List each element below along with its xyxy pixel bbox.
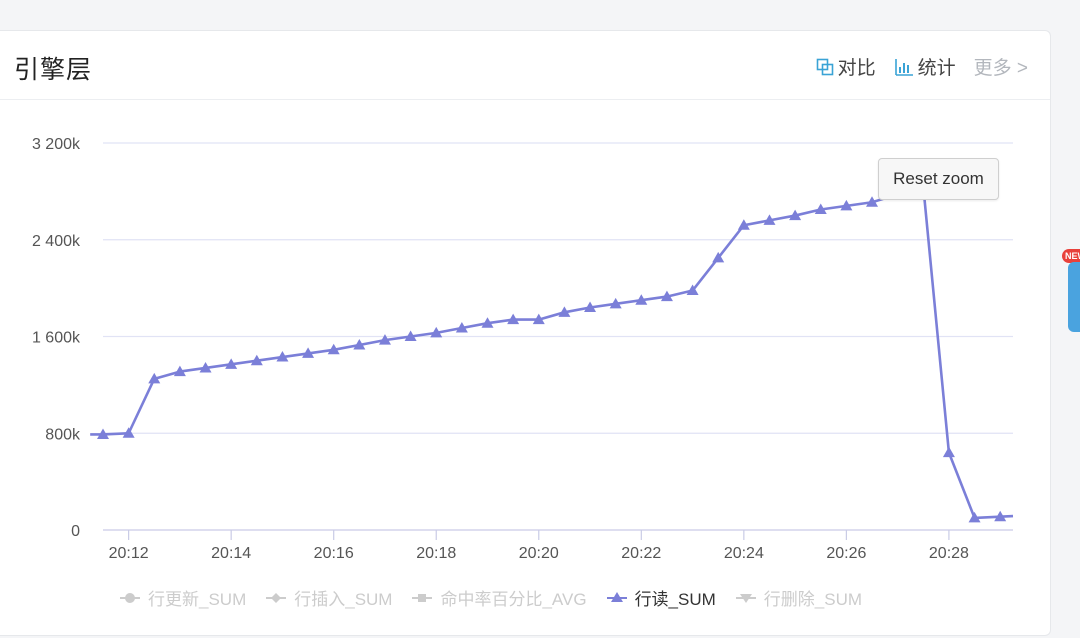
compare-button[interactable]: 对比 (816, 53, 876, 80)
legend-item[interactable]: 行删除_SUM (735, 585, 863, 610)
legend-marker-icon (120, 592, 140, 603)
data-point (455, 322, 468, 333)
data-point (635, 294, 648, 305)
legend-label: 行更新_SUM (148, 590, 247, 609)
panel-header: 引擎层 对比 统计 更多 > (0, 31, 1050, 100)
data-point (148, 372, 161, 384)
x-tick-label: 20:16 (314, 545, 354, 562)
more-button[interactable]: 更多 > (974, 53, 1028, 80)
legend-label: 行插入_SUM (294, 590, 393, 609)
legend-marker-icon (735, 593, 756, 603)
legend-item[interactable]: 命中率百分比_AVG (412, 585, 587, 610)
panel-toolbar: 对比 统计 更多 > (798, 53, 1028, 80)
legend-label: 行删除_SUM (763, 590, 863, 609)
grid-lines (103, 142, 1013, 434)
legend-item[interactable]: 行读_SUM (606, 585, 716, 610)
legend-label: 行读_SUM (634, 590, 716, 609)
data-point (712, 251, 725, 263)
data-point (942, 446, 955, 458)
data-point (122, 427, 135, 438)
data-point (97, 428, 109, 439)
x-tick-label: 20:12 (109, 545, 149, 562)
y-tick-label: 1 600k (32, 330, 81, 347)
data-point (353, 338, 366, 350)
data-point (507, 313, 520, 325)
data-point (558, 306, 571, 317)
legend-item[interactable]: 行更新_SUM (120, 585, 246, 610)
data-point (584, 301, 597, 312)
panel-title: 引擎层 (14, 56, 93, 84)
x-tick-label: 20:26 (826, 545, 866, 562)
data-point (609, 297, 622, 309)
data-point (430, 326, 443, 338)
bar-chart-icon (894, 58, 913, 76)
chart-legend: 行更新_SUM 行插入_SUM 命中率百分比_AVG 行读_SUM 行删除_SUM (120, 585, 882, 610)
reset-zoom-button[interactable]: Reset zoom (878, 158, 999, 200)
data-point (532, 313, 545, 325)
axes: 0 800k 1 600k 2 400k 3 200k 20:12 20:14 20:16 20… (32, 136, 1013, 562)
legend-marker-icon (266, 592, 287, 603)
data-point (660, 290, 673, 302)
data-point (840, 199, 853, 211)
data-point (302, 347, 315, 358)
stats-label: 统计 (917, 58, 956, 79)
data-point (276, 351, 289, 362)
legend-marker-icon (606, 591, 627, 602)
data-point (789, 209, 802, 221)
data-point (404, 330, 417, 341)
legend-marker-icon (412, 593, 433, 602)
data-point (866, 196, 879, 207)
data-point (686, 284, 699, 296)
x-tick-label: 20:28 (929, 545, 969, 562)
data-point (327, 343, 340, 355)
data-point (968, 511, 981, 523)
y-tick-label: 0 (71, 523, 80, 540)
data-point (250, 354, 263, 366)
data-point (481, 317, 494, 328)
data-point (378, 334, 391, 345)
data-point (225, 358, 238, 369)
series-line (90, 185, 1014, 520)
x-tick-label: 20:20 (519, 545, 559, 562)
x-tick-label: 20:24 (724, 545, 764, 562)
data-point (737, 219, 750, 230)
more-label: 更多 > (973, 58, 1028, 79)
legend-label: 命中率百分比_AVG (440, 590, 587, 609)
y-tick-label: 800k (45, 426, 81, 443)
compare-icon (816, 58, 833, 75)
x-tick-label: 20:18 (416, 545, 456, 562)
new-badge: NEW (1062, 249, 1080, 263)
y-tick-label: 2 400k (32, 233, 81, 250)
data-point (199, 361, 212, 373)
legend-item[interactable]: 行插入_SUM (266, 585, 392, 610)
engine-layer-panel: 引擎层 对比 统计 更多 > (0, 30, 1051, 636)
x-tick-label: 20:22 (621, 545, 661, 562)
compare-label: 对比 (837, 58, 876, 79)
series-read-sum (90, 185, 1014, 523)
data-point (814, 203, 827, 215)
data-point (994, 510, 1007, 522)
y-tick-label: 3 200k (32, 136, 81, 153)
side-feedback-tab[interactable] (1068, 262, 1080, 332)
data-point (173, 365, 186, 377)
x-tick-label: 20:14 (211, 545, 251, 562)
stats-button[interactable]: 统计 (894, 53, 956, 80)
data-point (763, 214, 776, 225)
